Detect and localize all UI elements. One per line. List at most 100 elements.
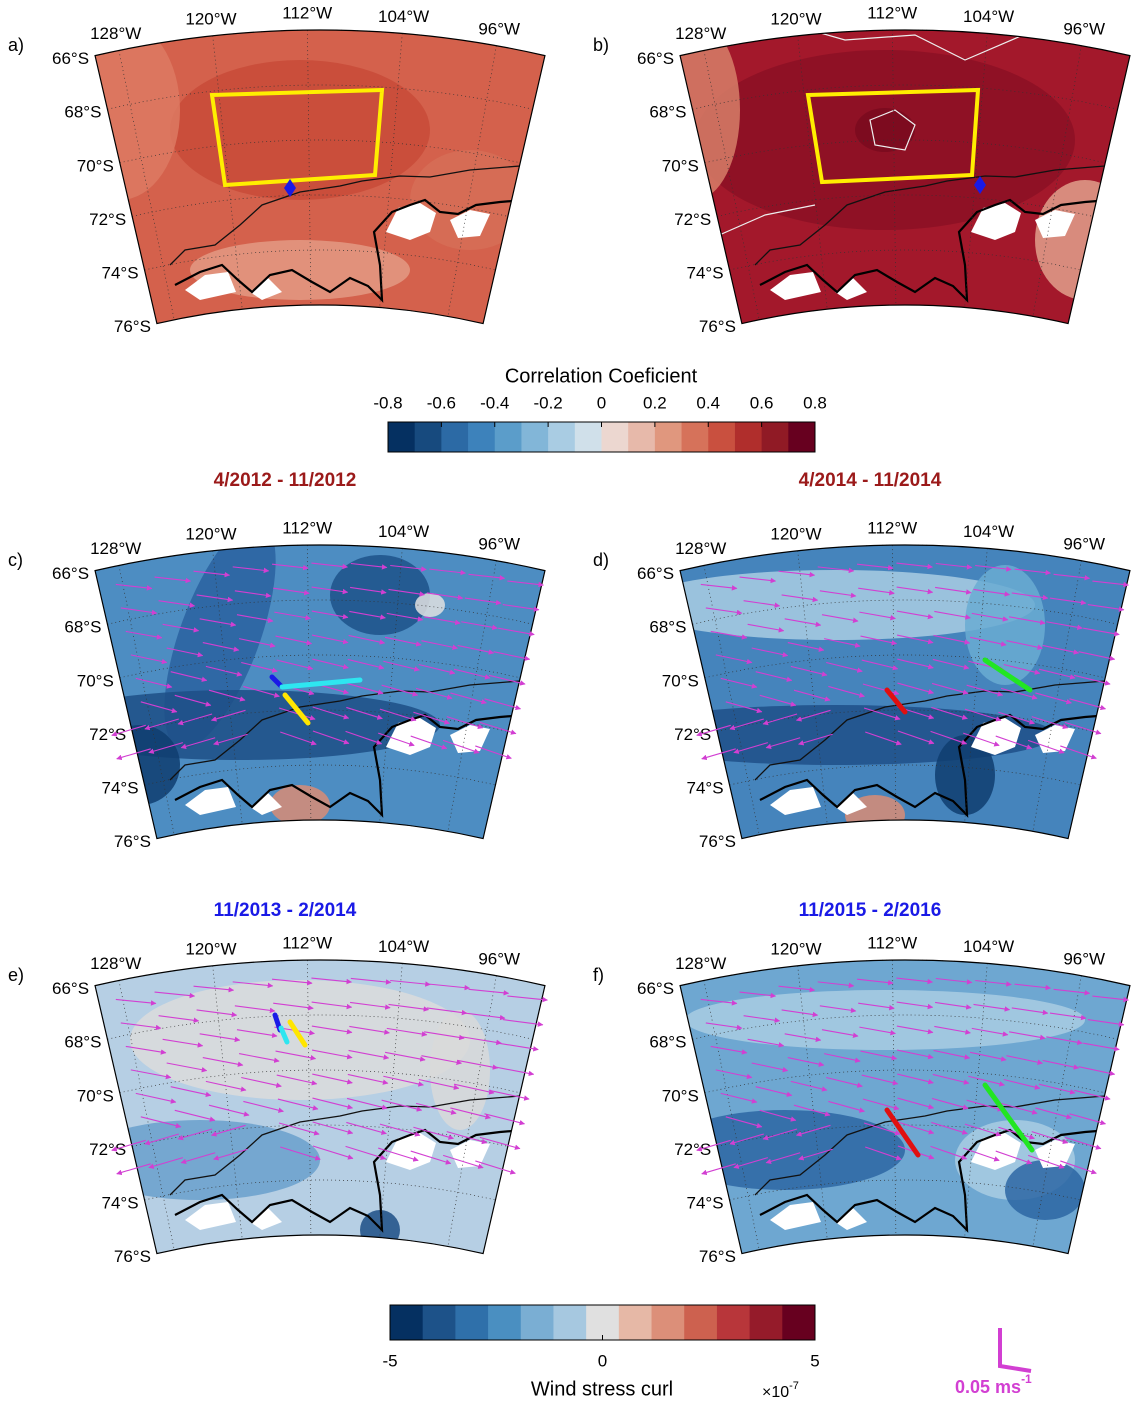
lon-label: 120°W — [185, 939, 236, 958]
lat-label: 74°S — [101, 778, 138, 797]
colorbar-block — [619, 1305, 652, 1340]
lon-label: 96°W — [1063, 534, 1105, 553]
map-panel: 66°S68°S70°S72°S74°S76°S128°W120°W112°W1… — [8, 509, 545, 852]
lat-label: 68°S — [649, 618, 686, 637]
field-patch — [1005, 1160, 1085, 1220]
scale-label-text: 0.05 ms — [955, 1377, 1021, 1397]
lat-label: 76°S — [114, 832, 151, 851]
panel-label: e) — [8, 965, 24, 985]
colorbar-multiplier: ×10-7 — [762, 1380, 799, 1401]
lat-label: 76°S — [699, 317, 736, 336]
lat-label: 68°S — [64, 1033, 101, 1052]
lat-label: 66°S — [637, 49, 674, 68]
lat-label: 68°S — [64, 103, 101, 122]
lon-label: 120°W — [185, 9, 236, 28]
lon-label: 112°W — [282, 4, 332, 23]
lat-label: 72°S — [89, 210, 126, 229]
scale-arrow — [1000, 1328, 1031, 1371]
lat-label: 72°S — [674, 1140, 711, 1159]
lat-label: 76°S — [699, 1247, 736, 1266]
lon-label: 112°W — [282, 519, 332, 538]
colorbar-tick-label: -0.4 — [480, 393, 509, 412]
panel-label: b) — [593, 35, 609, 55]
multiplier-exponent: -7 — [789, 1380, 799, 1392]
colorbar-tick-label: 5 — [810, 1351, 819, 1370]
period-title: 4/2012 - 11/2012 — [214, 470, 357, 491]
lon-label: 104°W — [378, 937, 429, 956]
lon-label: 120°W — [770, 524, 821, 543]
lon-label: 96°W — [478, 19, 520, 38]
lat-label: 70°S — [662, 671, 699, 690]
map-panel: 66°S68°S70°S72°S74°S76°S128°W120°W112°W1… — [593, 4, 1135, 337]
colorbar-block — [548, 422, 575, 452]
map-panel: 66°S68°S70°S72°S74°S76°S128°W120°W112°W1… — [8, 934, 547, 1267]
colorbar-block — [782, 1305, 815, 1340]
colorbar-title: Wind stress curl — [531, 1378, 673, 1400]
lon-label: 96°W — [1063, 949, 1105, 968]
colorbar-block — [682, 422, 709, 452]
colorbar-block — [390, 1305, 423, 1340]
period-title: 4/2014 - 11/2014 — [799, 470, 942, 491]
lon-label: 120°W — [770, 9, 821, 28]
lat-label: 76°S — [114, 1247, 151, 1266]
lat-label: 74°S — [686, 778, 723, 797]
colorbar-block — [717, 1305, 750, 1340]
colorbar-tick-label: -5 — [382, 1351, 397, 1370]
lon-label: 104°W — [963, 937, 1014, 956]
colorbar-block — [521, 422, 548, 452]
colorbar-tick-label: 0.8 — [803, 393, 827, 412]
map-panel: 66°S68°S70°S72°S74°S76°S128°W120°W112°W1… — [593, 519, 1130, 852]
lat-label: 70°S — [77, 671, 114, 690]
colorbar-tick-label: -0.6 — [427, 393, 456, 412]
colorbar-block — [553, 1305, 586, 1340]
lon-label: 112°W — [867, 4, 917, 23]
colorbar-block — [708, 422, 735, 452]
colorbar-tick-label: 0.4 — [696, 393, 720, 412]
lat-label: 74°S — [101, 263, 138, 282]
period-title: 11/2015 - 2/2016 — [799, 900, 942, 921]
lat-label: 72°S — [89, 1140, 126, 1159]
lon-label: 104°W — [378, 522, 429, 541]
lat-label: 66°S — [52, 564, 89, 583]
colorbar-tick-label: -0.2 — [533, 393, 562, 412]
multiplier-base: ×10 — [762, 1384, 789, 1401]
colorbar-block — [735, 422, 762, 452]
colorbar-block — [521, 1305, 554, 1340]
field-patch — [430, 1010, 490, 1130]
colorbar-block — [628, 422, 655, 452]
lon-label: 120°W — [185, 524, 236, 543]
lat-label: 70°S — [662, 1086, 699, 1105]
lon-label: 128°W — [90, 539, 141, 558]
colorbar-block — [788, 422, 815, 452]
field-patch — [415, 593, 445, 617]
lat-label: 72°S — [674, 210, 711, 229]
lon-label: 112°W — [282, 934, 332, 953]
field-patch — [685, 990, 1085, 1050]
lon-label: 104°W — [963, 7, 1014, 26]
colorbar-block — [423, 1305, 456, 1340]
lon-label: 112°W — [867, 934, 917, 953]
figure: 66°S 68°S 70°S 72°S 74°S 76°S 128°W 120°W 112°W 1… — [0, 0, 1137, 1403]
lat-label: 72°S — [674, 725, 711, 744]
scale-label-exponent: -1 — [1021, 1372, 1032, 1386]
panel-label: c) — [8, 550, 23, 570]
field-patch — [965, 565, 1045, 685]
colorbar-block — [441, 422, 468, 452]
lon-label: 128°W — [90, 24, 141, 43]
scale-label: 0.05 ms-1 — [955, 1372, 1032, 1397]
colorbar-block — [762, 422, 789, 452]
lat-label: 74°S — [686, 1193, 723, 1212]
colorbar-block — [468, 422, 495, 452]
colorbar-block — [655, 422, 682, 452]
period-title: 11/2013 - 2/2014 — [214, 900, 357, 921]
colorbar-block — [684, 1305, 717, 1340]
lat-label: 66°S — [637, 564, 674, 583]
lon-label: 128°W — [675, 539, 726, 558]
lat-label: 68°S — [64, 618, 101, 637]
lat-label: 66°S — [637, 979, 674, 998]
colorbar-tick-label: 0 — [597, 393, 606, 412]
lat-label: 70°S — [662, 156, 699, 175]
lat-label: 70°S — [77, 1086, 114, 1105]
colorbar-title: Correlation Coeficient — [505, 365, 698, 387]
lat-label: 68°S — [649, 103, 686, 122]
